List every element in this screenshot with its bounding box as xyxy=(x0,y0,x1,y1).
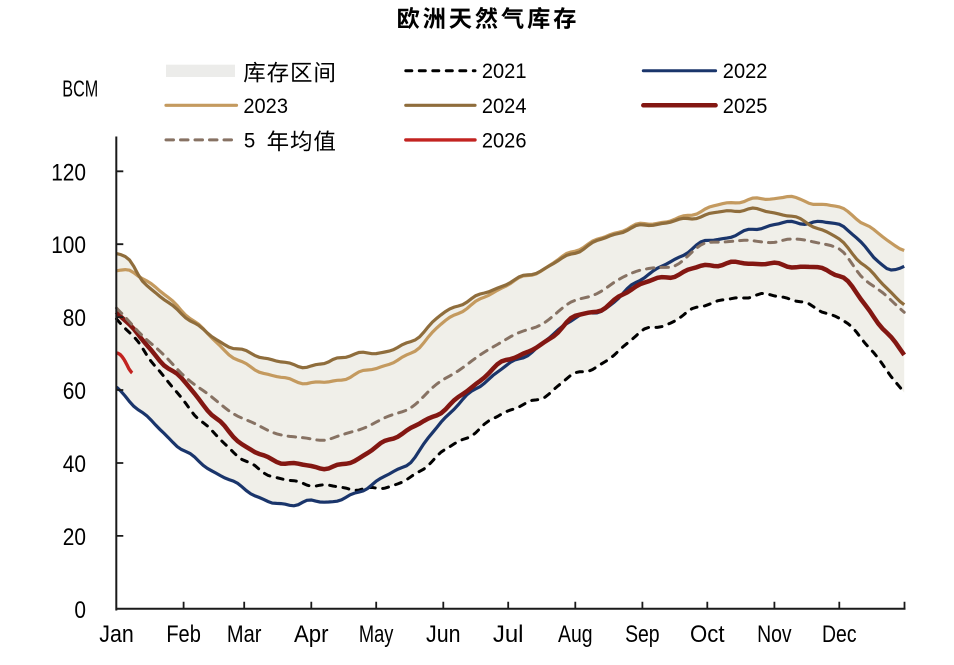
svg-text:Sep: Sep xyxy=(625,621,660,648)
svg-text:Oct: Oct xyxy=(690,621,725,648)
svg-text:BCM: BCM xyxy=(62,76,98,102)
svg-text:2022: 2022 xyxy=(723,59,768,83)
svg-text:2023: 2023 xyxy=(243,94,288,118)
svg-text:Jun: Jun xyxy=(426,621,461,648)
svg-text:2025: 2025 xyxy=(723,94,768,118)
svg-text:Apr: Apr xyxy=(294,621,329,648)
svg-text:60: 60 xyxy=(63,378,86,405)
svg-text:120: 120 xyxy=(51,159,86,186)
svg-text:Aug: Aug xyxy=(558,621,593,648)
svg-text:80: 80 xyxy=(63,305,86,332)
svg-text:20: 20 xyxy=(63,524,86,551)
svg-text:Dec: Dec xyxy=(822,621,857,648)
svg-text:Jul: Jul xyxy=(493,621,524,648)
svg-text:2026: 2026 xyxy=(482,129,527,153)
svg-text:Jan: Jan xyxy=(99,621,134,648)
svg-text:Mar: Mar xyxy=(227,621,262,648)
svg-text:5: 5 xyxy=(244,130,255,153)
svg-text:Feb: Feb xyxy=(166,621,201,648)
svg-text:2021: 2021 xyxy=(482,59,527,83)
svg-text:Nov: Nov xyxy=(757,621,792,648)
svg-text:0: 0 xyxy=(74,597,86,624)
svg-text:2024: 2024 xyxy=(482,94,527,118)
svg-text:100: 100 xyxy=(51,232,86,259)
svg-text:May: May xyxy=(359,621,394,648)
svg-text:40: 40 xyxy=(63,451,86,478)
